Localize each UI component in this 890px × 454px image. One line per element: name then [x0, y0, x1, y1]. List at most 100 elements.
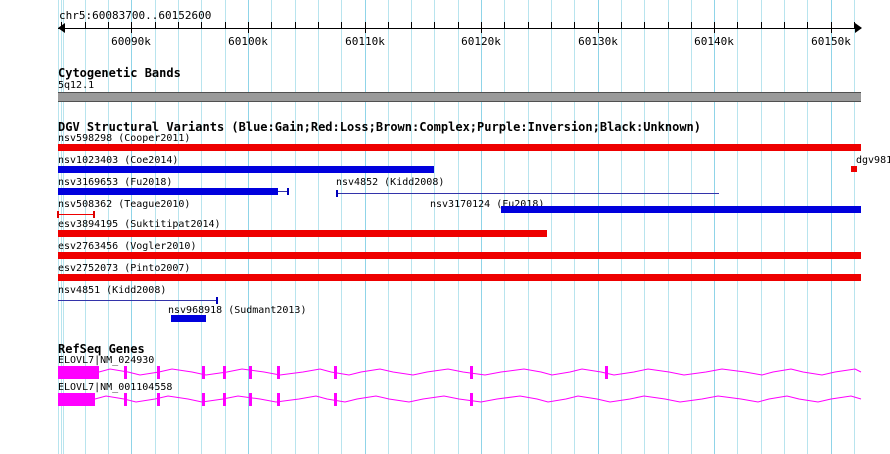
gridline: [621, 0, 622, 454]
ruler-tick-minor: [668, 22, 669, 29]
ruler-tick-label: 60130k: [578, 35, 618, 48]
gene-exon[interactable]: [124, 366, 127, 379]
dgv-feature-extent-line: [278, 191, 287, 192]
gene-exon[interactable]: [277, 366, 280, 379]
ruler-tick-major: [248, 22, 249, 33]
dgv-feature-line[interactable]: [57, 214, 95, 215]
dgv-feature-label[interactable]: nsv4851 (Kidd2008): [58, 285, 167, 296]
ruler-tick-minor: [341, 22, 342, 29]
dgv-track-title: DGV Structural Variants (Blue:Gain;Red:L…: [58, 120, 701, 134]
cytoband-bar[interactable]: [58, 92, 861, 102]
dgv-feature-marker[interactable]: [851, 166, 857, 172]
ruler-tick-minor: [271, 22, 272, 29]
gridline: [225, 0, 226, 454]
dgv-feature-label[interactable]: nsv598298 (Cooper2011): [58, 133, 191, 144]
dgv-feature-label[interactable]: esv2752073 (Pinto2007): [58, 263, 191, 274]
dgv-feature-bar[interactable]: [58, 274, 861, 281]
dgv-feature-label[interactable]: nsv508362 (Teague2010): [58, 199, 191, 210]
dgv-feature-label[interactable]: dgv981: [856, 155, 890, 166]
coordinate-ruler[interactable]: chr5:60083700..60152600 60090k 60100k 6011…: [0, 0, 890, 56]
dgv-feature-bar[interactable]: [58, 252, 861, 259]
ruler-tick-label: 60120k: [461, 35, 501, 48]
dgv-feature-line[interactable]: [58, 300, 216, 301]
gene-intron-line: [98, 368, 862, 376]
ruler-tick-minor: [691, 22, 692, 29]
gridline: [574, 0, 575, 454]
ruler-tick-major: [831, 22, 832, 33]
ruler-tick-label: 60150k: [811, 35, 851, 48]
gridline: [668, 0, 669, 454]
dgv-feature-bar[interactable]: [58, 230, 547, 237]
ruler-tick-label: 60140k: [694, 35, 734, 48]
dgv-feature-bar[interactable]: [58, 166, 434, 173]
ruler-tick-minor: [318, 22, 319, 29]
gridline: [784, 0, 785, 454]
gridline: [737, 0, 738, 454]
gridline: [691, 0, 692, 454]
gridline: [295, 0, 296, 454]
gene-exon[interactable]: [605, 366, 608, 379]
gene-exon[interactable]: [223, 366, 226, 379]
gene-intron-line: [94, 395, 862, 403]
gene-utr-block[interactable]: [58, 393, 95, 406]
ruler-tick-minor: [155, 22, 156, 29]
dgv-feature-bar[interactable]: [171, 315, 206, 322]
gridline: [714, 0, 715, 454]
gene-exon[interactable]: [334, 393, 337, 406]
gridline: [644, 0, 645, 454]
ruler-tick-minor: [434, 22, 435, 29]
dgv-feature-label[interactable]: nsv968918 (Sudmant2013): [168, 305, 307, 316]
gridline: [318, 0, 319, 454]
gene-exon[interactable]: [249, 393, 252, 406]
dgv-feature-label[interactable]: nsv3169653 (Fu2018): [58, 177, 173, 188]
ruler-tick-major: [714, 22, 715, 33]
gene-exon[interactable]: [470, 366, 473, 379]
gene-exon[interactable]: [202, 366, 205, 379]
right-arrow-icon[interactable]: [855, 23, 862, 33]
gene-exon[interactable]: [249, 366, 252, 379]
gene-label[interactable]: ELOVL7|NM_024930: [58, 355, 155, 366]
dgv-feature-label[interactable]: nsv3170124 (Fu2018): [430, 199, 545, 210]
gridline: [434, 0, 435, 454]
ruler-tick-major: [481, 22, 482, 33]
dgv-feature-end-tick: [336, 190, 338, 197]
gene-exon[interactable]: [157, 393, 160, 406]
refseq-genes-title: RefSeq Genes: [58, 342, 145, 356]
gene-exon[interactable]: [124, 393, 127, 406]
gene-utr-block[interactable]: [58, 366, 99, 379]
dgv-feature-label[interactable]: nsv4852 (Kidd2008): [336, 177, 445, 188]
dgv-feature-label[interactable]: esv2763456 (Vogler2010): [58, 241, 197, 252]
gene-exon[interactable]: [202, 393, 205, 406]
gridline: [598, 0, 599, 454]
dgv-feature-line[interactable]: [336, 193, 719, 194]
ruler-tick-minor: [574, 22, 575, 29]
ruler-tick-minor: [807, 22, 808, 29]
ruler-tick-major: [598, 22, 599, 33]
gene-exon[interactable]: [223, 393, 226, 406]
gene-exon[interactable]: [470, 393, 473, 406]
ruler-tick-minor: [737, 22, 738, 29]
ruler-tick-minor: [61, 22, 62, 29]
gene-label[interactable]: ELOVL7|NM_001104558: [58, 382, 173, 393]
ruler-tick-minor: [225, 22, 226, 29]
gene-exon[interactable]: [334, 366, 337, 379]
dgv-feature-bar[interactable]: [501, 206, 861, 213]
ruler-tick-label: 60110k: [345, 35, 385, 48]
gridline: [831, 0, 832, 454]
dgv-feature-bar[interactable]: [58, 144, 861, 151]
ruler-tick-minor: [504, 22, 505, 29]
gene-exon[interactable]: [277, 393, 280, 406]
gene-exon[interactable]: [157, 366, 160, 379]
ruler-tick-minor: [644, 22, 645, 29]
gridline: [481, 0, 482, 454]
dgv-feature-bar[interactable]: [58, 188, 278, 195]
gridline: [341, 0, 342, 454]
dgv-feature-label[interactable]: nsv1023403 (Coe2014): [58, 155, 179, 166]
ruler-tick-minor: [458, 22, 459, 29]
gridline: [248, 0, 249, 454]
dgv-feature-end-tick: [216, 297, 218, 304]
gridline: [411, 0, 412, 454]
dgv-feature-label[interactable]: esv3894195 (Suktitipat2014): [58, 219, 221, 230]
locus-label: chr5:60083700..60152600: [59, 9, 212, 22]
